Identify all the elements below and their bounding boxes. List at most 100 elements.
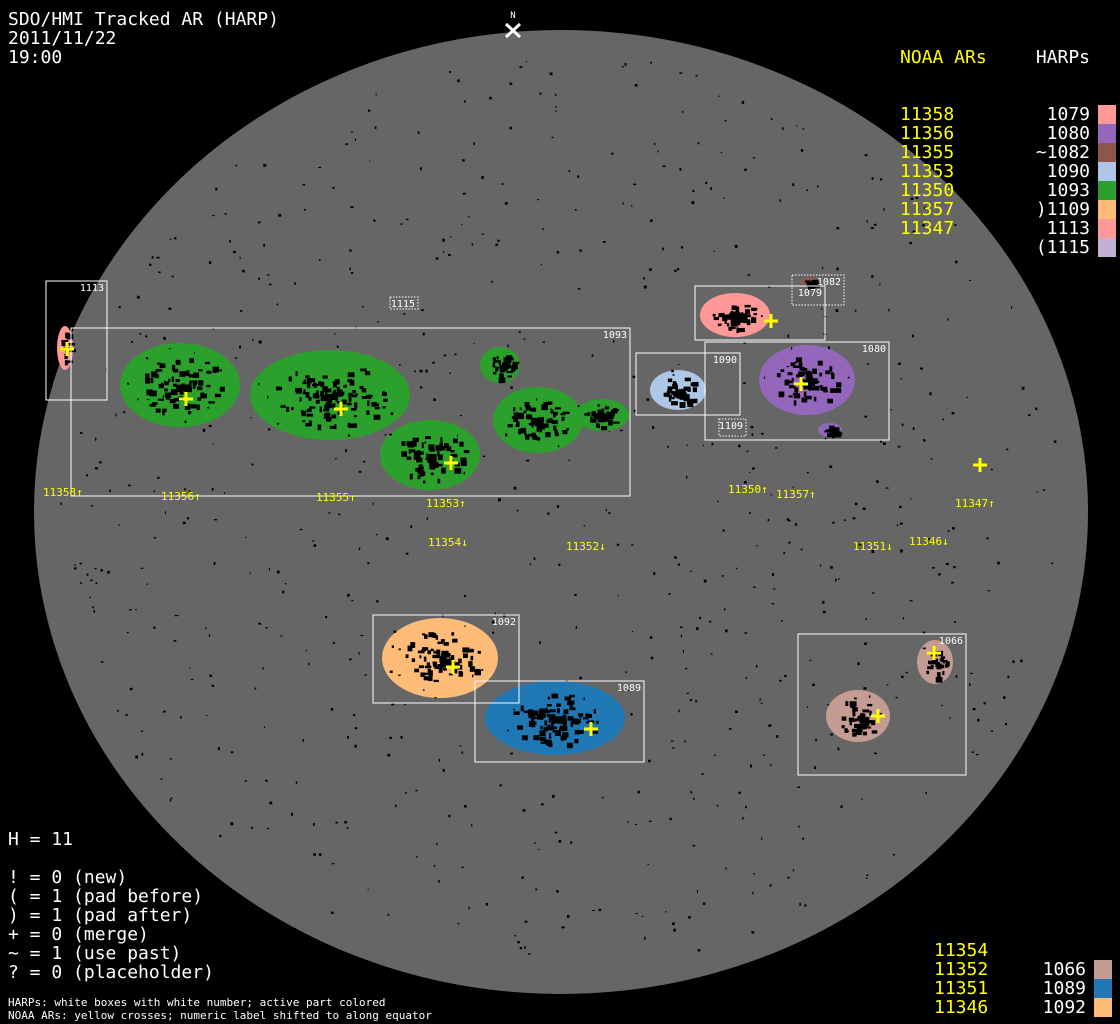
magnetic-speck bbox=[912, 334, 914, 338]
magnetic-speck bbox=[643, 277, 646, 280]
magnetic-speck bbox=[315, 399, 320, 404]
magnetic-speck bbox=[118, 524, 120, 526]
magnetic-speck bbox=[787, 380, 793, 384]
magnetic-speck bbox=[149, 263, 152, 266]
magnetic-speck bbox=[513, 711, 520, 716]
magnetic-speck bbox=[599, 409, 605, 414]
magnetic-speck bbox=[350, 206, 354, 209]
magnetic-speck bbox=[562, 723, 567, 728]
harp-box-label: 1080 bbox=[862, 344, 886, 355]
magnetic-speck bbox=[720, 151, 723, 154]
magnetic-speck bbox=[391, 645, 394, 649]
magnetic-speck bbox=[650, 656, 654, 660]
magnetic-speck bbox=[920, 367, 923, 370]
magnetic-speck bbox=[756, 664, 758, 668]
magnetic-speck bbox=[519, 66, 523, 69]
magnetic-speck bbox=[89, 596, 91, 599]
magnetic-speck bbox=[713, 250, 715, 252]
magnetic-speck bbox=[871, 177, 874, 180]
magnetic-speck bbox=[679, 394, 686, 400]
magnetic-speck bbox=[736, 327, 739, 334]
magnetic-speck bbox=[452, 668, 458, 674]
magnetic-speck bbox=[597, 404, 601, 407]
magnetic-speck bbox=[610, 409, 618, 414]
magnetic-speck bbox=[332, 381, 340, 384]
magnetic-speck bbox=[1020, 659, 1023, 663]
magnetic-speck bbox=[553, 716, 558, 722]
magnetic-speck bbox=[329, 425, 336, 429]
magnetic-speck bbox=[672, 374, 675, 376]
magnetic-speck bbox=[972, 707, 976, 711]
magnetic-speck bbox=[731, 305, 737, 310]
magnetic-speck bbox=[736, 306, 739, 313]
magnetic-speck bbox=[942, 660, 946, 664]
magnetic-speck bbox=[792, 365, 800, 368]
magnetic-speck bbox=[367, 888, 369, 891]
magnetic-speck bbox=[547, 512, 550, 515]
magnetic-speck bbox=[590, 416, 593, 423]
magnetic-speck bbox=[92, 606, 95, 609]
magnetic-speck bbox=[923, 206, 927, 209]
magnetic-speck bbox=[65, 332, 70, 339]
magnetic-speck bbox=[461, 223, 463, 226]
magnetic-speck bbox=[542, 341, 545, 343]
magnetic-speck bbox=[436, 842, 438, 845]
magnetic-speck bbox=[173, 404, 180, 409]
magnetic-speck bbox=[997, 561, 1000, 565]
magnetic-speck bbox=[146, 583, 149, 585]
magnetic-speck bbox=[539, 730, 546, 737]
magnetic-speck bbox=[817, 360, 823, 366]
magnetic-speck bbox=[403, 313, 406, 315]
magnetic-speck bbox=[669, 396, 675, 400]
magnetic-speck bbox=[731, 326, 736, 330]
magnetic-speck bbox=[927, 666, 934, 670]
header: SDO/HMI Tracked AR (HARP) 2011/11/22 19:00 bbox=[8, 10, 279, 67]
magnetic-speck bbox=[678, 709, 680, 713]
magnetic-speck bbox=[338, 513, 341, 516]
magnetic-speck bbox=[362, 460, 366, 463]
magnetic-speck bbox=[421, 648, 423, 651]
magnetic-speck bbox=[832, 521, 835, 524]
magnetic-speck bbox=[530, 407, 537, 412]
magnetic-speck bbox=[744, 304, 751, 308]
magnetic-speck bbox=[544, 709, 550, 714]
magnetic-speck bbox=[598, 908, 602, 911]
magnetic-speck bbox=[514, 935, 517, 937]
magnetic-speck bbox=[423, 656, 427, 662]
magnetic-speck bbox=[189, 380, 197, 383]
magnetic-speck bbox=[414, 452, 417, 457]
magnetic-speck bbox=[798, 362, 803, 368]
magnetic-speck bbox=[527, 414, 533, 420]
magnetic-speck bbox=[156, 256, 160, 259]
date: 2011/11/22 bbox=[8, 28, 117, 49]
magnetic-speck bbox=[710, 653, 713, 655]
magnetic-speck bbox=[752, 467, 755, 470]
noaa-id: 11356 bbox=[900, 123, 955, 144]
magnetic-speck bbox=[498, 377, 506, 384]
magnetic-speck bbox=[703, 579, 707, 583]
magnetic-speck bbox=[831, 373, 835, 380]
magnetic-speck bbox=[602, 417, 609, 422]
magnetic-speck bbox=[735, 567, 738, 569]
magnetic-speck bbox=[159, 363, 166, 369]
magnetic-speck bbox=[250, 417, 253, 419]
magnetic-speck bbox=[513, 486, 517, 490]
magnetic-speck bbox=[570, 841, 573, 844]
magnetic-speck bbox=[784, 674, 787, 678]
magnetic-speck bbox=[492, 631, 495, 634]
magnetic-speck bbox=[517, 940, 520, 944]
noaa-cross-icon bbox=[334, 402, 348, 416]
magnetic-speck bbox=[561, 725, 568, 731]
magnetic-speck bbox=[361, 396, 368, 400]
magnetic-speck bbox=[740, 313, 748, 320]
magnetic-speck bbox=[724, 314, 731, 319]
magnetic-speck bbox=[94, 567, 97, 570]
magnetic-speck bbox=[461, 866, 464, 869]
magnetic-speck bbox=[561, 926, 565, 929]
magnetic-speck bbox=[268, 283, 272, 286]
harp-id: 1079 bbox=[1046, 104, 1090, 125]
magnetic-speck bbox=[395, 804, 397, 808]
magnetic-speck bbox=[499, 368, 505, 373]
magnetic-speck bbox=[936, 661, 940, 666]
magnetic-speck bbox=[530, 420, 534, 425]
